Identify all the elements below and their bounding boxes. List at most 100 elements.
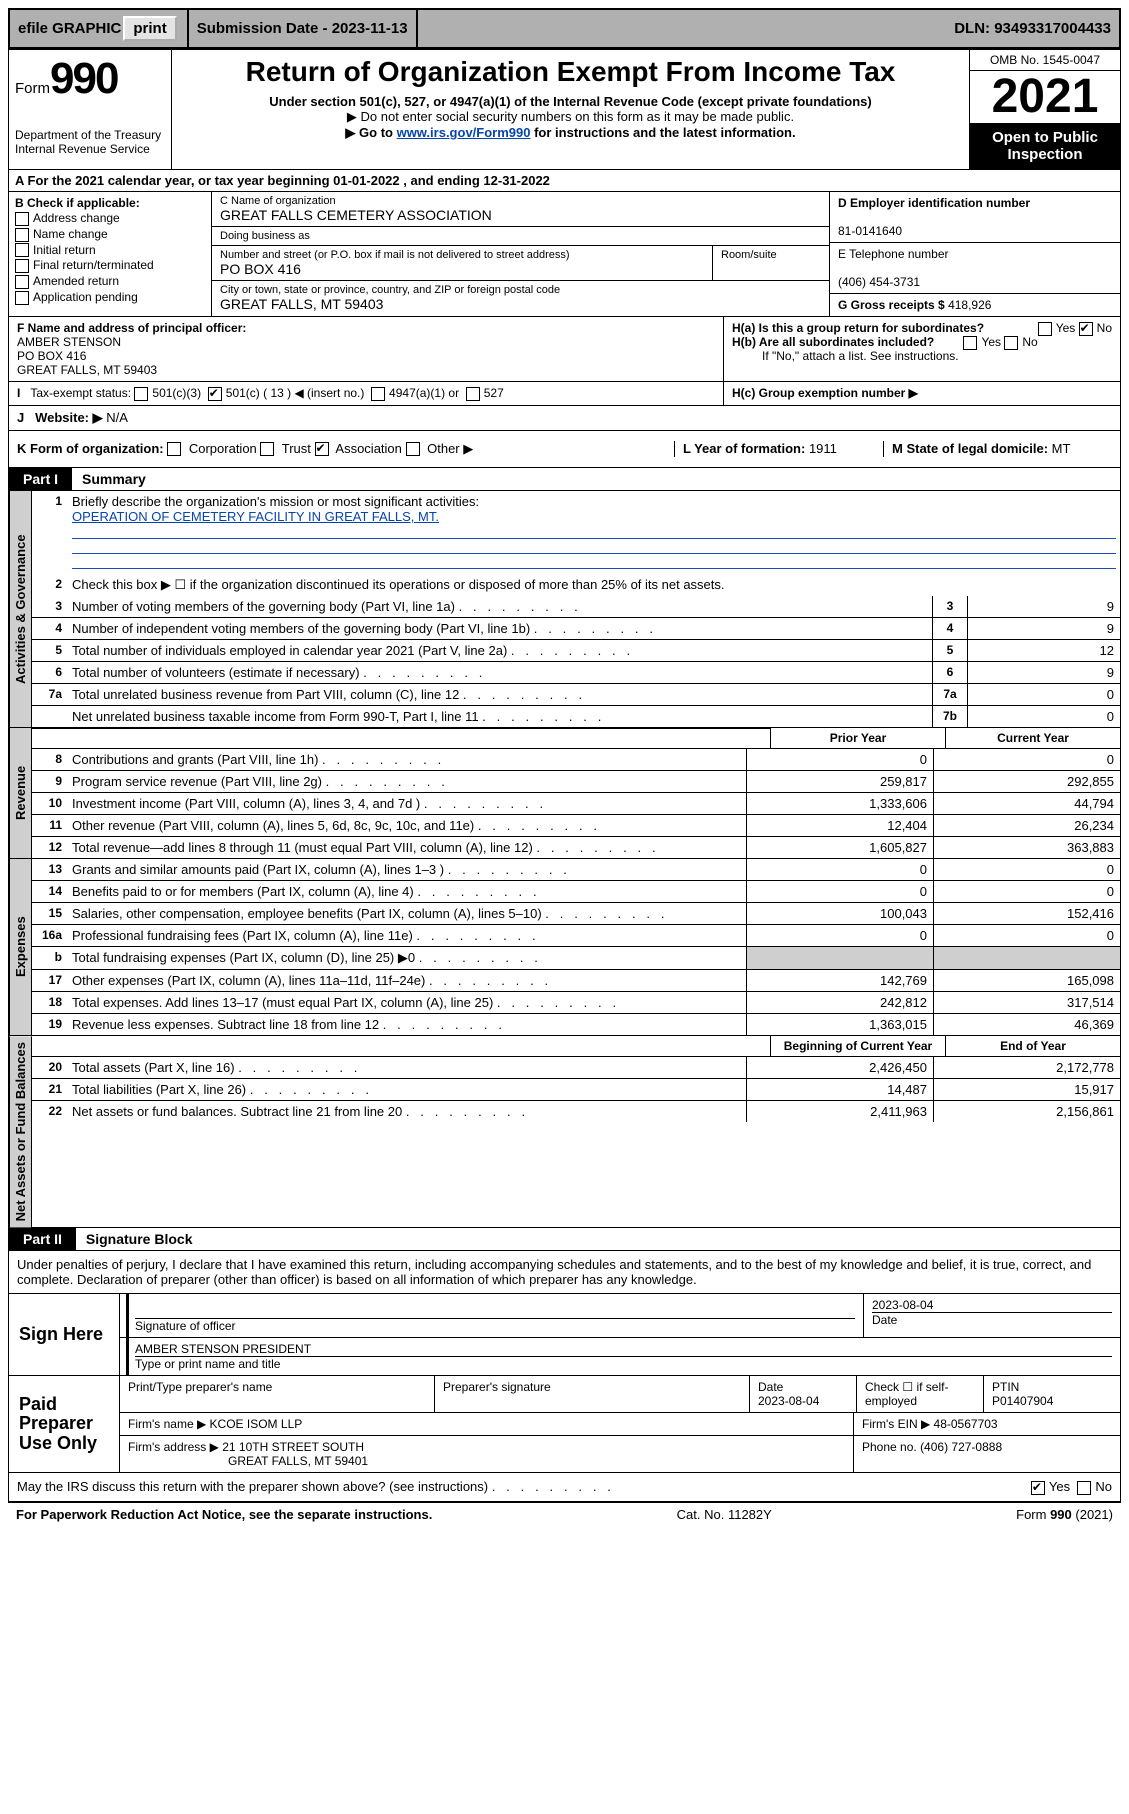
i-hc-block: I Tax-exempt status: 501(c)(3) 501(c) ( … <box>8 382 1121 406</box>
print-button[interactable]: print <box>123 16 176 41</box>
prep-sig-label: Preparer's signature <box>435 1376 750 1412</box>
colb-checkbox-item[interactable]: Address change <box>15 211 205 226</box>
gov-row: Net unrelated business taxable income fr… <box>32 706 1120 727</box>
data-row: 8Contributions and grants (Part VIII, li… <box>32 749 1120 771</box>
prep-name-label: Print/Type preparer's name <box>120 1376 435 1412</box>
header-right: OMB No. 1545-0047 2021 Open to Public In… <box>969 50 1120 169</box>
gov-row: 4Number of independent voting members of… <box>32 618 1120 640</box>
col-b-label: B Check if applicable: <box>15 196 140 210</box>
principal-officer: F Name and address of principal officer:… <box>9 317 724 381</box>
colb-checkbox-item[interactable]: Initial return <box>15 243 205 258</box>
dba-label: Doing business as <box>220 230 821 242</box>
501c-checkbox[interactable] <box>208 387 222 401</box>
ein-value: 81-0141640 <box>838 224 902 238</box>
revenue-tab: Revenue <box>9 728 32 858</box>
form-title: Return of Organization Exempt From Incom… <box>180 56 961 88</box>
sign-here-label: Sign Here <box>9 1294 120 1375</box>
officer-street: PO BOX 416 <box>17 349 86 363</box>
beginning-year-header: Beginning of Current Year <box>770 1036 945 1056</box>
net-assets-section: Net Assets or Fund Balances Beginning of… <box>8 1036 1121 1228</box>
k-opt-checkbox[interactable] <box>167 442 181 456</box>
hb-yes-checkbox[interactable] <box>963 336 977 350</box>
prior-year-header: Prior Year <box>770 728 945 748</box>
end-year-header: End of Year <box>945 1036 1120 1056</box>
irs-label: Internal Revenue Service <box>15 142 165 156</box>
data-row: 13Grants and similar amounts paid (Part … <box>32 859 1120 881</box>
gov-row: 7aTotal unrelated business revenue from … <box>32 684 1120 706</box>
col-b-checkboxes: B Check if applicable: Address changeNam… <box>9 192 212 316</box>
self-employed-check[interactable]: Check ☐ if self-employed <box>857 1376 984 1412</box>
declaration-text: Under penalties of perjury, I declare th… <box>8 1251 1121 1294</box>
sign-here-block: Sign Here Signature of officer 2023-08-0… <box>8 1294 1121 1376</box>
data-row: 16aProfessional fundraising fees (Part I… <box>32 925 1120 947</box>
data-row: 15Salaries, other compensation, employee… <box>32 903 1120 925</box>
q1-value: OPERATION OF CEMETERY FACILITY IN GREAT … <box>72 509 439 524</box>
gross-value: 418,926 <box>948 298 991 312</box>
colb-checkbox-item[interactable]: Amended return <box>15 274 205 289</box>
col-c-org-info: C Name of organization GREAT FALLS CEMET… <box>212 192 829 316</box>
discuss-no-checkbox[interactable] <box>1077 1481 1091 1495</box>
k-opt-checkbox[interactable] <box>260 442 274 456</box>
may-discuss-row: May the IRS discuss this return with the… <box>8 1473 1121 1502</box>
part-1-header: Part I Summary <box>8 468 1121 491</box>
hb-note: If "No," attach a list. See instructions… <box>732 349 1112 363</box>
header-left: Form990 Department of the Treasury Inter… <box>9 50 172 169</box>
bcd-block: B Check if applicable: Address changeNam… <box>8 192 1121 317</box>
form-of-org: K Form of organization: Corporation Trus… <box>17 441 674 457</box>
top-bar: efile GRAPHIC print Submission Date - 20… <box>8 8 1121 49</box>
officer-name-title: AMBER STENSON PRESIDENT <box>135 1342 1112 1356</box>
colb-checkbox-item[interactable]: Application pending <box>15 290 205 305</box>
col-d-contact: D Employer identification number 81-0141… <box>829 192 1120 316</box>
gov-row: 6Total number of volunteers (estimate if… <box>32 662 1120 684</box>
firm-addr-1: 21 10TH STREET SOUTH <box>222 1440 364 1454</box>
year-formation: L Year of formation: 1911 <box>674 441 883 457</box>
ha-yes-checkbox[interactable] <box>1038 322 1052 336</box>
revenue-section: Revenue Prior Year Current Year 8Contrib… <box>8 728 1121 859</box>
part-1-title: Summary <box>72 468 156 490</box>
data-row: bTotal fundraising expenses (Part IX, co… <box>32 947 1120 970</box>
part-2-tag: Part II <box>9 1228 76 1250</box>
data-row: 10Investment income (Part VIII, column (… <box>32 793 1120 815</box>
state-domicile: M State of legal domicile: MT <box>883 441 1112 457</box>
data-row: 14Benefits paid to or for members (Part … <box>32 881 1120 903</box>
data-row: 9Program service revenue (Part VIII, lin… <box>32 771 1120 793</box>
irs-link[interactable]: www.irs.gov/Form990 <box>397 125 531 140</box>
501c3-checkbox[interactable] <box>134 387 148 401</box>
data-row: 22Net assets or fund balances. Subtract … <box>32 1101 1120 1122</box>
gov-row: 5Total number of individuals employed in… <box>32 640 1120 662</box>
data-row: 12Total revenue—add lines 8 through 11 (… <box>32 837 1120 858</box>
tax-year: 2021 <box>970 71 1120 123</box>
officer-city: GREAT FALLS, MT 59403 <box>17 363 157 377</box>
discuss-yes-checkbox[interactable] <box>1031 1481 1045 1495</box>
sig-date-label: Date <box>872 1312 1112 1327</box>
efile-label: efile GRAPHIC print <box>10 10 189 47</box>
subtitle-2a: ▶ Do not enter social security numbers o… <box>180 109 961 125</box>
tax-exempt-status: I Tax-exempt status: 501(c)(3) 501(c) ( … <box>9 382 724 405</box>
hb-no-checkbox[interactable] <box>1004 336 1018 350</box>
data-row: 18Total expenses. Add lines 13–17 (must … <box>32 992 1120 1014</box>
city-value: GREAT FALLS, MT 59403 <box>220 296 821 312</box>
street-label: Number and street (or P.O. box if mail i… <box>220 249 704 261</box>
ha-no-checkbox[interactable] <box>1079 322 1093 336</box>
k-opt-checkbox[interactable] <box>315 442 329 456</box>
row-a-tax-year: A For the 2021 calendar year, or tax yea… <box>8 170 1121 192</box>
room-label: Room/suite <box>721 249 821 261</box>
ein-label: D Employer identification number <box>838 196 1030 210</box>
4947-checkbox[interactable] <box>371 387 385 401</box>
ptin-value: P01407904 <box>992 1394 1053 1408</box>
colb-checkbox-item[interactable]: Final return/terminated <box>15 258 205 273</box>
org-name-label: C Name of organization <box>220 195 821 207</box>
colb-checkbox-item[interactable]: Name change <box>15 227 205 242</box>
gross-label: G Gross receipts $ <box>838 298 945 312</box>
open-to-public: Open to Public Inspection <box>970 123 1120 169</box>
part-2-header: Part II Signature Block <box>8 1228 1121 1251</box>
527-checkbox[interactable] <box>466 387 480 401</box>
gov-row: 3Number of voting members of the governi… <box>32 596 1120 618</box>
paid-preparer-label: Paid Preparer Use Only <box>9 1376 120 1472</box>
phone-value: (406) 454-3731 <box>838 275 920 289</box>
k-opt-checkbox[interactable] <box>406 442 420 456</box>
firm-ein: 48-0567703 <box>934 1417 998 1431</box>
subtitle-1: Under section 501(c), 527, or 4947(a)(1)… <box>180 94 961 109</box>
phone-label: E Telephone number <box>838 247 949 261</box>
street-value: PO BOX 416 <box>220 261 704 277</box>
